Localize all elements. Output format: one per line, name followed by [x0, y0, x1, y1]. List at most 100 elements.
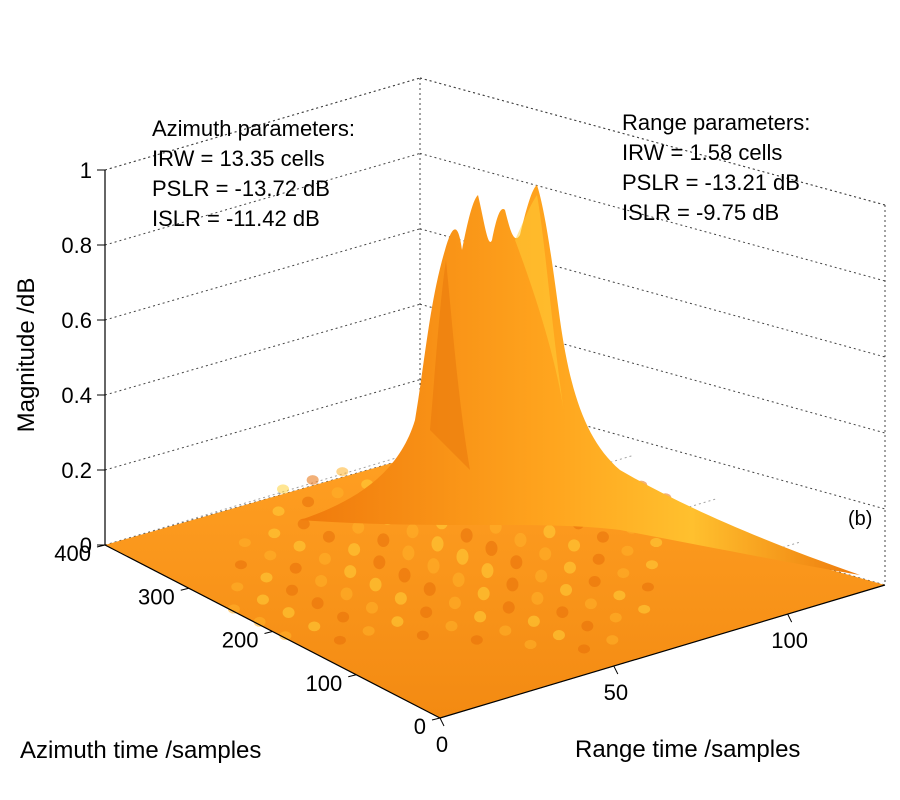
y-tick-label: 0: [414, 714, 426, 739]
range-islr: ISLR = -9.75 dB: [622, 200, 780, 225]
ripple-mark: [238, 538, 251, 548]
ripple-mark: [306, 475, 319, 485]
ripple-mark: [543, 524, 556, 539]
ripple-mark: [289, 562, 302, 574]
ripple-mark: [391, 616, 404, 627]
azimuth-irw: IRW = 13.35 cells: [152, 146, 325, 171]
z-gridline: [104, 228, 421, 321]
z-tick-label: 0: [80, 533, 92, 558]
ripple-mark: [279, 631, 292, 641]
ripple-mark: [499, 625, 512, 636]
ripple-mark: [260, 572, 273, 583]
ripple-mark: [297, 518, 310, 530]
ripple-mark: [337, 611, 350, 623]
mainlobe-shadow: [430, 260, 470, 470]
mainlobe-ridge: [300, 185, 860, 575]
ripple-mark: [596, 531, 609, 543]
azimuth-parameters-annotation: Azimuth parameters: IRW = 13.35 cells PS…: [152, 114, 355, 234]
ripple-mark: [552, 630, 565, 641]
range-pslr: PSLR = -13.21 dB: [622, 170, 800, 195]
range-irw: IRW = 1.58 cells: [622, 140, 783, 165]
ripple-mark: [394, 592, 407, 605]
ripple-mark: [423, 582, 436, 596]
z-gridline: [104, 379, 421, 471]
z-gridline: [419, 152, 886, 282]
ripple-mark: [286, 584, 299, 596]
ripple-mark: [556, 606, 569, 619]
ripple-mark: [311, 597, 324, 610]
z-tick-label: 0.4: [61, 383, 92, 408]
ripple-mark: [535, 569, 548, 583]
azimuth-title: Azimuth parameters:: [152, 116, 355, 141]
x-tick-label: 100: [771, 628, 808, 653]
ripple-mark: [377, 533, 390, 548]
azimuth-pslr: PSLR = -13.72 dB: [152, 176, 330, 201]
y-tick-mark: [348, 674, 357, 678]
y-tick-mark: [264, 631, 273, 634]
x-tick-mark: [439, 717, 445, 727]
ripple-mark: [315, 574, 328, 587]
ripple-mark: [402, 545, 415, 561]
x-tick-mark: [613, 665, 619, 675]
axis-lines: [104, 170, 886, 719]
y-tick-label: 200: [222, 628, 259, 653]
x-axis-ticks: 0 50 100: [436, 613, 808, 757]
y-tick-label: 300: [138, 584, 175, 609]
ripple-mark: [282, 607, 295, 618]
y-tick-label: 100: [306, 671, 343, 696]
panel-label: (b): [848, 508, 873, 530]
ripple-mark: [477, 586, 490, 601]
azimuth-islr: ISLR = -11.42 dB: [152, 206, 320, 231]
ripple-mark: [609, 612, 622, 623]
ripple-mark: [641, 582, 654, 592]
ripple-mark: [234, 560, 247, 570]
surface: [105, 185, 885, 718]
x-tick-label: 50: [604, 680, 628, 705]
ripple-mark: [268, 528, 281, 539]
ripple-mark: [445, 620, 458, 632]
ripple-mark: [427, 558, 440, 574]
ripple-mark: [227, 604, 240, 614]
ripple-mark: [568, 539, 581, 552]
ripple-mark: [352, 521, 365, 534]
ripple-mark: [578, 644, 591, 654]
z-tick-label: 0.6: [61, 308, 92, 333]
ripple-mark: [308, 621, 321, 632]
ripple-mark: [539, 547, 552, 561]
ripple-mark: [406, 523, 419, 539]
ripple-mark: [336, 467, 349, 477]
z-tick-label: 0.8: [61, 233, 92, 258]
ripple-mark: [398, 567, 411, 583]
ripple-mark: [470, 635, 483, 645]
ripple-mark: [293, 540, 306, 552]
ripple-mark: [420, 606, 433, 618]
y-tick-mark: [96, 544, 106, 548]
ripple-mark: [502, 601, 515, 614]
ripple-mark: [373, 555, 386, 570]
ripple-mark: [613, 590, 626, 601]
z-gridline: [419, 77, 886, 206]
ripple-mark: [369, 577, 382, 592]
y-axis-label: Azimuth time /samples: [20, 737, 261, 764]
y-axis-ticks: 0 100 200 300 400: [54, 541, 441, 739]
ripple-mark: [581, 620, 594, 632]
ripple-mark: [621, 545, 634, 556]
ripple-mark: [645, 560, 658, 570]
ripple-mark: [560, 583, 573, 596]
ripple-mark: [365, 601, 378, 614]
z-gridline: [104, 303, 421, 396]
ripple-mark: [318, 552, 331, 565]
ripple-mark: [563, 561, 576, 574]
y-tick-mark: [180, 587, 189, 591]
ripple-mark: [340, 587, 353, 601]
ripple-mark: [344, 565, 357, 579]
ripple-mark: [431, 536, 444, 552]
range-title: Range parameters:: [622, 110, 811, 135]
ripple-mark: [322, 530, 335, 543]
ripple-mark: [253, 616, 266, 627]
ripple-mark: [584, 598, 597, 610]
z-tick-label: 0.2: [61, 458, 92, 483]
ripple-mark: [474, 611, 487, 623]
ripple-mark: [348, 543, 361, 556]
ripple-mark: [650, 537, 663, 548]
